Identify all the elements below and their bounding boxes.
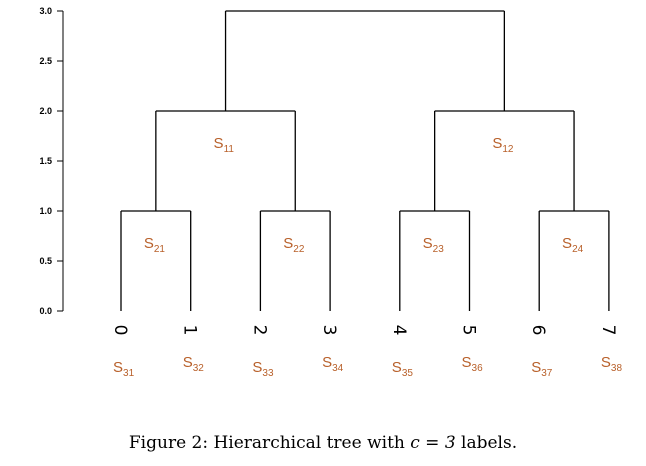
y-tick-label: 2.5 <box>39 56 52 66</box>
leaf-label: 3 <box>319 325 339 336</box>
node-label: S23 <box>423 235 445 255</box>
leaf-label: 5 <box>459 325 479 336</box>
leaf-label: 7 <box>598 325 618 336</box>
y-axis: 0.0 0.5 1.0 1.5 2.0 2.5 3.0 <box>39 6 64 316</box>
leaf-node-label: S38 <box>601 354 623 374</box>
merge-branch <box>224 10 506 111</box>
node-label: S22 <box>283 235 305 255</box>
y-tick-label: 3.0 <box>39 6 52 16</box>
caption-prefix: Figure 2: Hierarchical tree with <box>128 433 411 453</box>
y-tick-label: 1.0 <box>39 206 52 216</box>
figure-caption: Figure 2: Hierarchical tree with c = 3 l… <box>0 433 646 453</box>
y-tick-label: 1.5 <box>39 156 52 166</box>
merge-branch <box>120 210 192 311</box>
merge-branch <box>433 110 575 211</box>
node-label: S11 <box>214 135 235 155</box>
leaf-labels: 0 1 2 3 4 5 6 7 <box>110 325 618 336</box>
leaf-node-label: S31 <box>113 359 135 379</box>
leaf-node-label: S36 <box>462 354 484 374</box>
node-label: S21 <box>144 235 166 255</box>
leaf-label: 1 <box>180 325 200 336</box>
caption-suffix: labels. <box>455 433 518 453</box>
merge-branch <box>259 210 331 311</box>
leaf-label: 0 <box>110 325 130 336</box>
y-tick-label: 2.0 <box>39 106 52 116</box>
leaf-node-label: S37 <box>531 359 553 379</box>
tree-branches <box>120 10 610 311</box>
leaf-label: 4 <box>389 325 409 336</box>
leaf-label: 6 <box>528 325 548 336</box>
y-tick-label: 0.0 <box>39 306 52 316</box>
dendrogram-chart: 0.0 0.5 1.0 1.5 2.0 2.5 3.0 0 1 2 3 4 5 6 7 S21 S22 S23… <box>39 6 622 379</box>
node-labels: S21 S22 S23 S24 S11 S12 S31 S32 S33 S34 S35 S36 S37 S… <box>113 135 622 379</box>
leaf-node-label: S35 <box>392 359 414 379</box>
caption-math: c = 3 <box>410 433 456 453</box>
y-tick-label: 0.5 <box>39 256 52 266</box>
leaf-node-label: S32 <box>183 354 205 374</box>
node-label: S12 <box>492 135 514 155</box>
leaf-node-label: S34 <box>322 354 344 374</box>
leaf-label: 2 <box>249 325 269 336</box>
leaf-node-label: S33 <box>252 359 274 379</box>
merge-branch <box>399 210 471 311</box>
merge-branch <box>538 210 610 311</box>
merge-branch <box>155 110 296 211</box>
node-label: S24 <box>562 235 584 255</box>
